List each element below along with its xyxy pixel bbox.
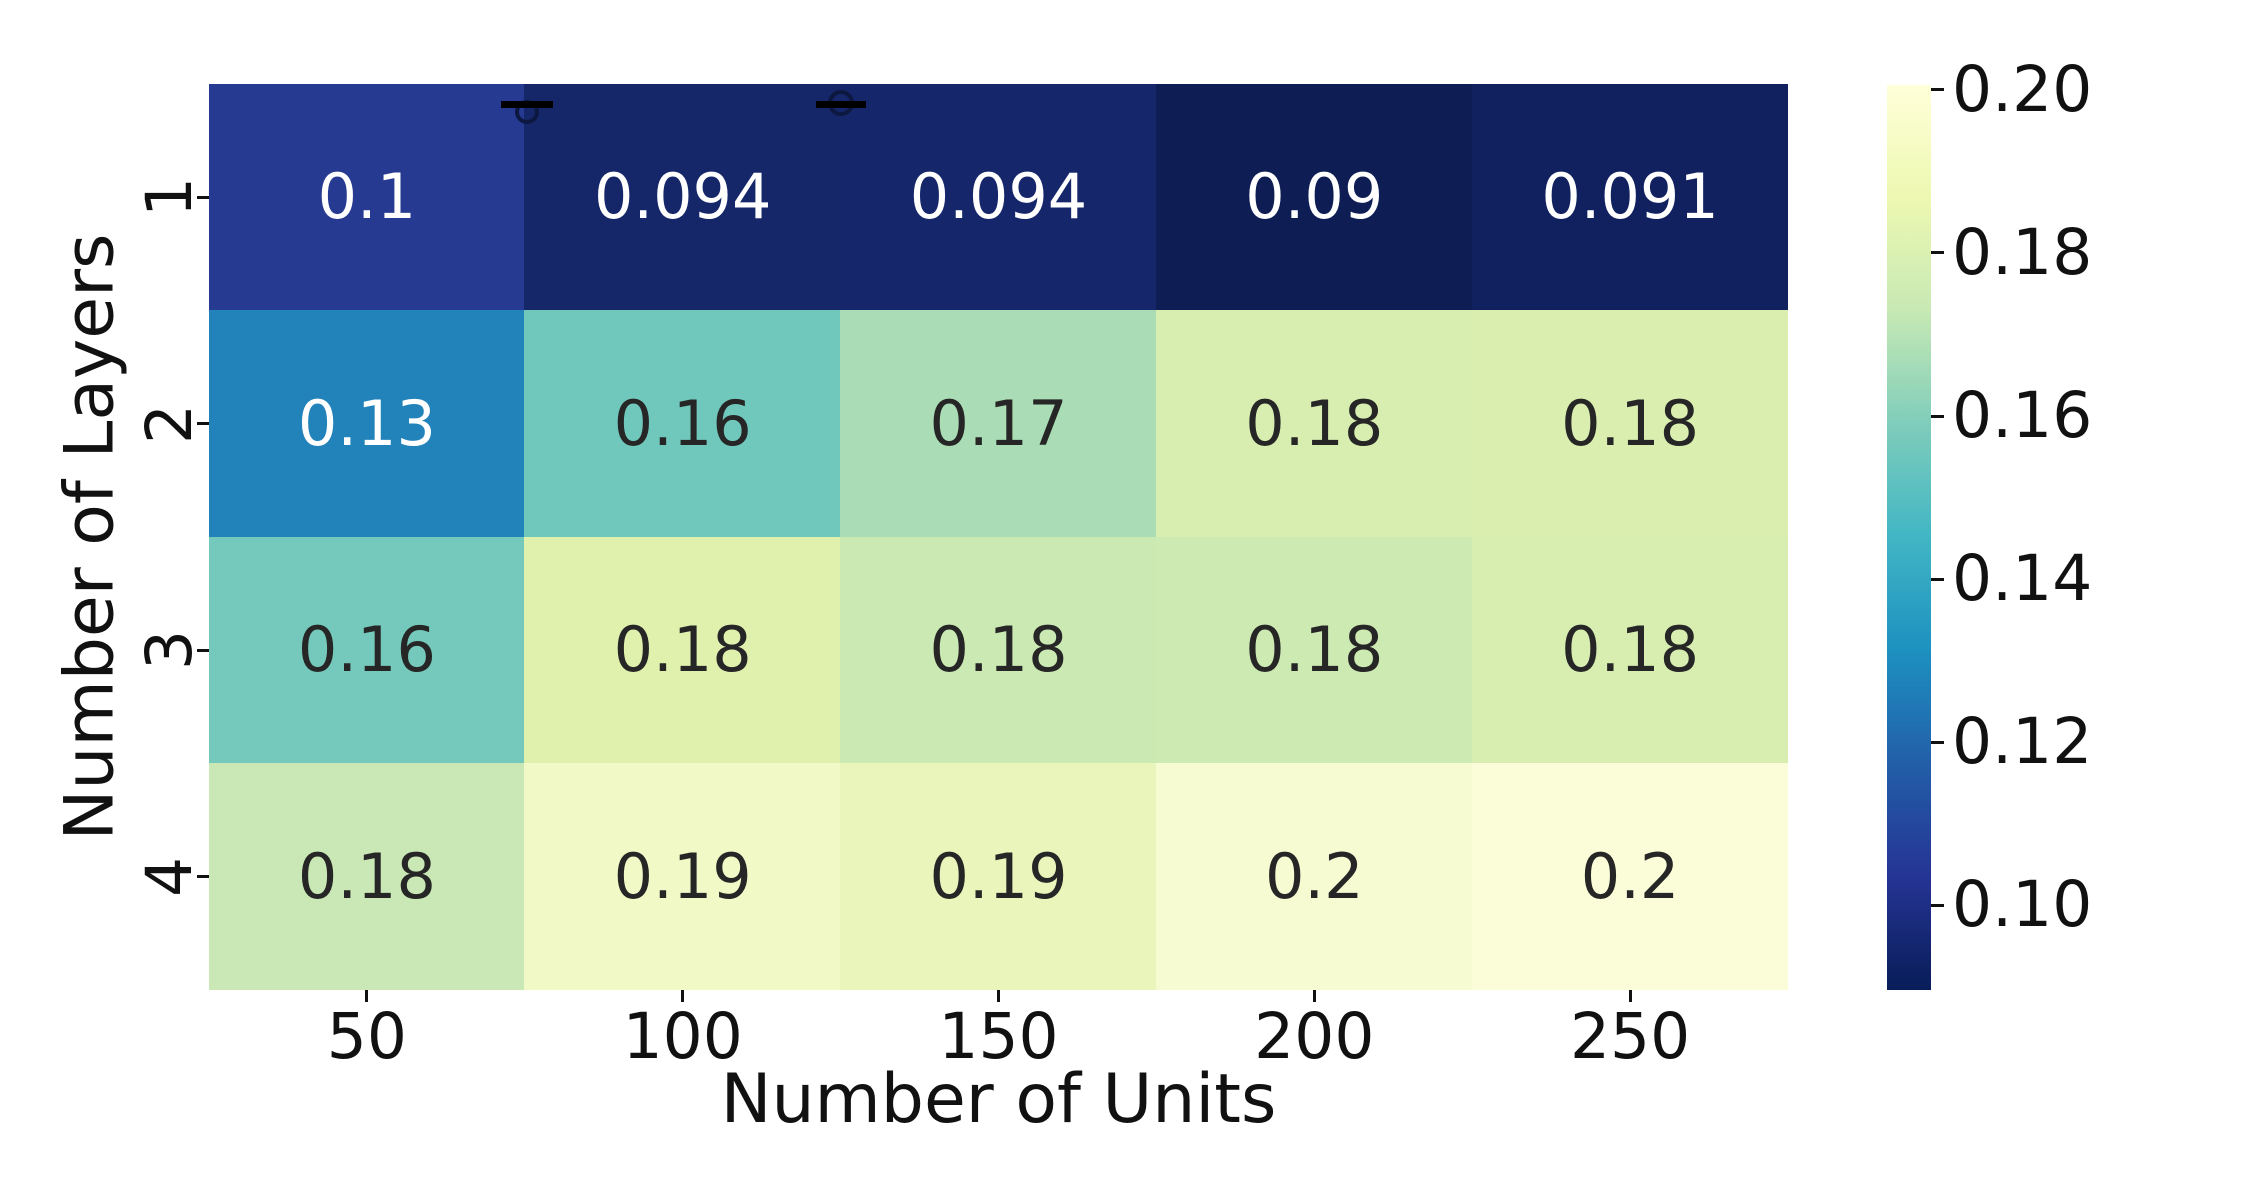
x-tick-label: 50 <box>326 1000 407 1073</box>
x-tick-mark <box>365 990 369 1002</box>
cell-value: 0.18 <box>613 613 752 687</box>
errorbar-cap-icon <box>816 100 866 108</box>
cell-value: 0.18 <box>1245 613 1384 687</box>
x-tick-mark <box>997 990 1000 1002</box>
heatmap-grid: 0.1 0.094 0.094 0.09 0.091 0.13 0.16 0.17 0.18 0.… <box>209 84 1788 990</box>
cell-value: 0.19 <box>613 839 752 913</box>
x-tick-mark <box>681 990 685 1002</box>
cell-value: 0.17 <box>929 386 1068 460</box>
y-tick-mark <box>197 195 209 199</box>
cell-value: 0.2 <box>1264 839 1364 913</box>
cell-value: 0.19 <box>929 839 1068 913</box>
heatmap-cell: 0.13 <box>209 310 526 538</box>
cell-value: 0.13 <box>297 386 436 460</box>
heatmap-cell: 0.2 <box>1471 763 1788 990</box>
x-tick-label: 100 <box>622 1000 743 1073</box>
colorbar-tick-label: 0.14 <box>1952 542 2093 616</box>
x-tick-label: 150 <box>938 1000 1059 1073</box>
x-tick-label: 250 <box>1569 1000 1691 1073</box>
cell-value: 0.18 <box>297 839 436 913</box>
y-tick-label: 4 <box>133 856 206 897</box>
cell-value: 0.18 <box>1561 386 1700 460</box>
colorbar-tick-mark <box>1931 414 1944 418</box>
y-tick-mark <box>197 422 209 426</box>
colorbar-tick-label: 0.20 <box>1952 52 2093 126</box>
heatmap-cell: 0.16 <box>209 536 526 764</box>
heatmap-cell: 0.1 <box>209 84 526 311</box>
cell-value: 0.09 <box>1245 160 1384 234</box>
heatmap-cell: 0.19 <box>524 763 842 990</box>
colorbar-tick-label: 0.18 <box>1952 215 2093 289</box>
errorbar-cap-icon <box>501 100 553 108</box>
cell-value: 0.16 <box>297 613 436 687</box>
heatmap-cell: 0.091 <box>1471 84 1788 311</box>
y-tick-label: 2 <box>133 403 206 444</box>
x-axis-label: Number of Units <box>720 1060 1277 1139</box>
cell-value: 0.1 <box>317 160 417 234</box>
heatmap-cell: 0.18 <box>1155 536 1473 764</box>
heatmap-cell: 0.18 <box>209 763 526 990</box>
heatmap-cell: 0.2 <box>1155 763 1473 990</box>
heatmap-cell: 0.18 <box>524 536 842 764</box>
colorbar-tick-label: 0.10 <box>1952 868 2093 942</box>
y-tick-mark <box>197 648 209 652</box>
y-axis-label: Number of Layers <box>50 233 130 841</box>
heatmap-cell: 0.16 <box>524 310 842 538</box>
heatmap-cell: 0.09 <box>1155 84 1473 311</box>
colorbar-tick-mark <box>1931 903 1944 907</box>
colorbar-tick-mark <box>1931 251 1944 255</box>
x-tick-mark <box>1312 990 1316 1002</box>
heatmap-cell: 0.17 <box>840 310 1157 538</box>
colorbar-tick-label: 0.12 <box>1952 705 2093 779</box>
cell-value: 0.16 <box>613 386 752 460</box>
heatmap-cell: 0.18 <box>1471 310 1788 538</box>
colorbar-tick-label: 0.16 <box>1952 379 2093 453</box>
heatmap-cell: 0.094 <box>840 84 1157 311</box>
colorbar-tick-mark <box>1931 88 1944 92</box>
y-tick-label: 3 <box>133 630 206 671</box>
heatmap-cell: 0.094 <box>524 84 842 311</box>
cell-value: 0.094 <box>909 160 1088 234</box>
x-tick-label: 200 <box>1254 1000 1375 1073</box>
heatmap-cell: 0.18 <box>840 536 1157 764</box>
heatmap-cell: 0.19 <box>840 763 1157 990</box>
y-tick-label: 1 <box>133 177 206 218</box>
heatmap-cell: 0.18 <box>1155 310 1473 538</box>
cell-value: 0.18 <box>1245 386 1384 460</box>
cell-value: 0.18 <box>929 613 1068 687</box>
cell-value: 0.094 <box>593 160 772 234</box>
cell-value: 0.2 <box>1580 839 1680 913</box>
x-tick-mark <box>1628 990 1632 1002</box>
cell-value: 0.091 <box>1541 160 1719 234</box>
y-tick-mark <box>197 875 209 879</box>
colorbar-gradient <box>1887 85 1931 990</box>
colorbar-tick-mark <box>1931 577 1944 581</box>
colorbar-tick-mark <box>1931 740 1944 744</box>
heatmap-cell: 0.18 <box>1471 536 1788 764</box>
cell-value: 0.18 <box>1561 613 1700 687</box>
